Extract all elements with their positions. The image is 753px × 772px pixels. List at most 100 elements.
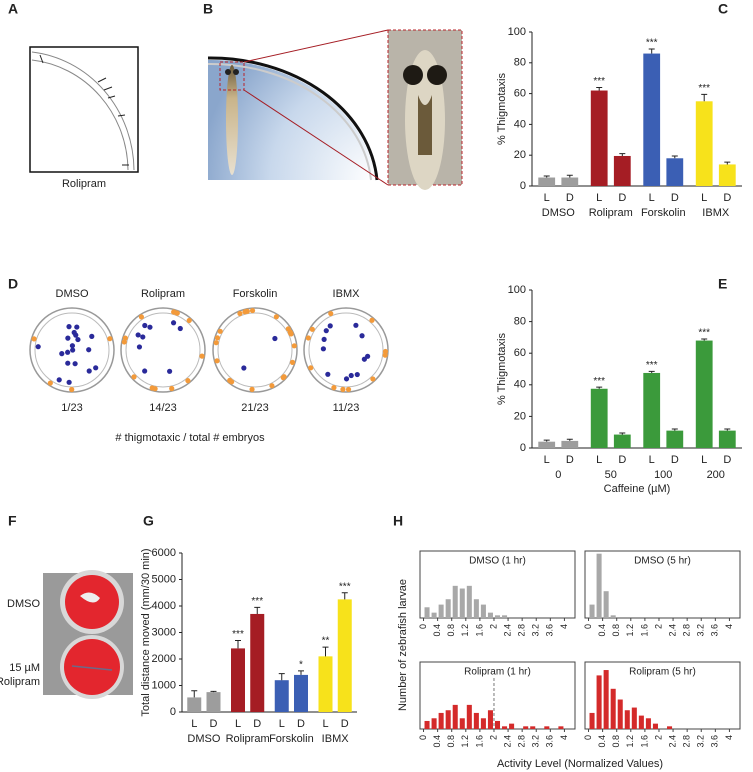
- bar: [667, 726, 673, 729]
- larva-edge: [309, 326, 315, 332]
- annotation: ***: [232, 629, 244, 640]
- x-tick-label: 2.8: [682, 624, 692, 637]
- x-tick-label: L: [544, 192, 550, 204]
- x-tick-label: 3.6: [710, 735, 720, 748]
- x-tick-label: 1.6: [639, 735, 649, 748]
- x-tick-label: L: [191, 718, 197, 730]
- larva-center: [70, 347, 76, 353]
- bar: [603, 591, 609, 618]
- bar: [509, 723, 515, 729]
- bar: [294, 674, 308, 712]
- x-tick-label: 3.2: [531, 624, 541, 637]
- bar: [431, 612, 437, 618]
- frame: [584, 550, 741, 619]
- well: [303, 307, 389, 393]
- bar: [274, 680, 289, 712]
- error-bar: [543, 175, 550, 178]
- x-tick-label: D: [618, 454, 626, 466]
- bar: [452, 585, 458, 618]
- error-bar: [671, 155, 678, 159]
- larva-center: [170, 320, 177, 326]
- larva-edge: [244, 308, 250, 314]
- bar: [438, 712, 444, 729]
- bar: [544, 726, 550, 729]
- x-tick-label: D: [618, 192, 626, 204]
- larva-edge: [121, 339, 127, 345]
- annotation: ***: [646, 360, 658, 371]
- error-bar: [596, 86, 603, 91]
- x-tick-label: L: [279, 718, 285, 730]
- larva-center: [65, 349, 71, 355]
- annotation: ***: [698, 328, 710, 339]
- well-inner: [125, 312, 201, 388]
- larva-center: [327, 323, 333, 329]
- larva-edge: [305, 335, 311, 341]
- annotation: ***: [698, 83, 710, 94]
- x-tick-label: D: [253, 718, 261, 730]
- bar: [424, 720, 430, 729]
- x-tick-label: 1.6: [474, 624, 484, 637]
- larva-edge: [340, 386, 346, 392]
- bar: [480, 604, 486, 618]
- larva-center: [177, 325, 183, 332]
- bar: [431, 718, 437, 729]
- bar: [666, 158, 684, 186]
- y-tick-label: 20: [514, 410, 526, 422]
- bar: [590, 388, 608, 448]
- x-tick-label: L: [701, 454, 707, 466]
- error-bar: [566, 438, 573, 441]
- larva-center: [86, 368, 92, 374]
- panel-letter: H: [393, 513, 403, 529]
- larva-edge: [273, 314, 279, 320]
- bar: [459, 718, 465, 729]
- error-bar: [619, 432, 626, 435]
- larva-edge: [249, 307, 256, 314]
- bar: [590, 90, 608, 186]
- bar: [250, 613, 265, 712]
- x-tick-label: 4: [559, 735, 569, 740]
- error-bar: [724, 161, 731, 165]
- larva-edge: [289, 359, 296, 365]
- group-label: IBMX: [322, 733, 350, 745]
- chart-title: Rolipram (5 hr): [629, 667, 696, 678]
- bar: [617, 699, 623, 729]
- bar: [480, 718, 486, 729]
- error-bar: [210, 690, 217, 693]
- larva-edge: [138, 314, 145, 320]
- larva-center: [75, 336, 81, 343]
- group-label: 50: [605, 469, 617, 481]
- x-tick-label: 2: [653, 735, 663, 740]
- bar: [523, 726, 529, 729]
- well-inner: [217, 312, 293, 388]
- group-label: Rolipram: [589, 207, 633, 219]
- x-tick-label: 3.2: [696, 735, 706, 748]
- bar: [494, 720, 501, 729]
- y-tick-label: 0: [170, 706, 176, 718]
- larva-center: [136, 344, 143, 350]
- larva-edge: [285, 326, 291, 332]
- larva-center: [167, 368, 173, 374]
- x-tick-label: L: [596, 192, 602, 204]
- x-tick-label: 2.4: [502, 624, 512, 637]
- error-bar: [619, 153, 626, 156]
- larva-center: [69, 343, 76, 349]
- well-inner: [308, 312, 384, 388]
- panel-a-image: [29, 46, 139, 173]
- larva-center: [56, 377, 62, 383]
- y-tick-label: 0: [520, 442, 526, 454]
- x-tick-label: 3.2: [531, 735, 541, 748]
- x-tick-label: 2: [488, 624, 498, 629]
- annotation: **: [322, 636, 330, 647]
- larva-center: [66, 324, 72, 330]
- larva-center: [140, 334, 146, 340]
- x-tick-label: D: [210, 718, 218, 730]
- well-count: 1/23: [61, 402, 82, 414]
- y-axis-label: Number of zebrafish larvae: [397, 579, 409, 711]
- x-tick-label: 0.4: [597, 735, 607, 748]
- x-tick-label: 2.8: [682, 735, 692, 748]
- bar: [318, 656, 333, 712]
- larva-center: [35, 344, 41, 350]
- well-label: IBMX: [333, 288, 361, 300]
- bar: [424, 607, 430, 618]
